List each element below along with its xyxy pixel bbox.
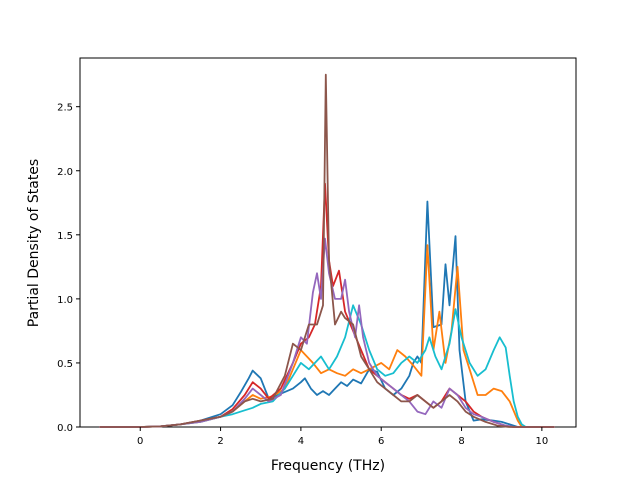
series-line-6 — [99, 73, 555, 428]
x-tick-label: 6 — [378, 436, 384, 447]
plot-area — [79, 57, 577, 428]
x-axis-label: Frequency (THz) — [271, 458, 385, 474]
x-tick-label: 10 — [535, 436, 548, 447]
x-tick-label: 2 — [217, 436, 223, 447]
x-tick-label: 8 — [458, 436, 464, 447]
series-line-1 — [99, 200, 555, 428]
y-axis: 0.0 0.5 1.0 1.5 2.0 2.5 — [57, 103, 80, 434]
y-tick-label: 0.5 — [57, 359, 73, 370]
y-tick-label: 1.0 — [57, 295, 73, 306]
y-tick-label: 2.0 — [57, 167, 73, 178]
series-line-3 — [99, 304, 555, 428]
x-axis: 0 2 4 6 8 10 — [137, 427, 548, 447]
y-axis-label: Partial Density of States — [26, 159, 42, 327]
series-line-4 — [99, 182, 555, 428]
x-tick-label: 4 — [298, 436, 304, 447]
series-line-5 — [99, 237, 555, 428]
y-tick-label: 1.5 — [57, 231, 73, 242]
axes-frame — [79, 57, 577, 428]
series-line-2 — [99, 244, 555, 428]
series-layer — [99, 73, 555, 428]
y-tick-label: 2.5 — [57, 103, 73, 114]
x-tick-label: 0 — [137, 436, 143, 447]
y-tick-label: 0.0 — [57, 423, 73, 434]
